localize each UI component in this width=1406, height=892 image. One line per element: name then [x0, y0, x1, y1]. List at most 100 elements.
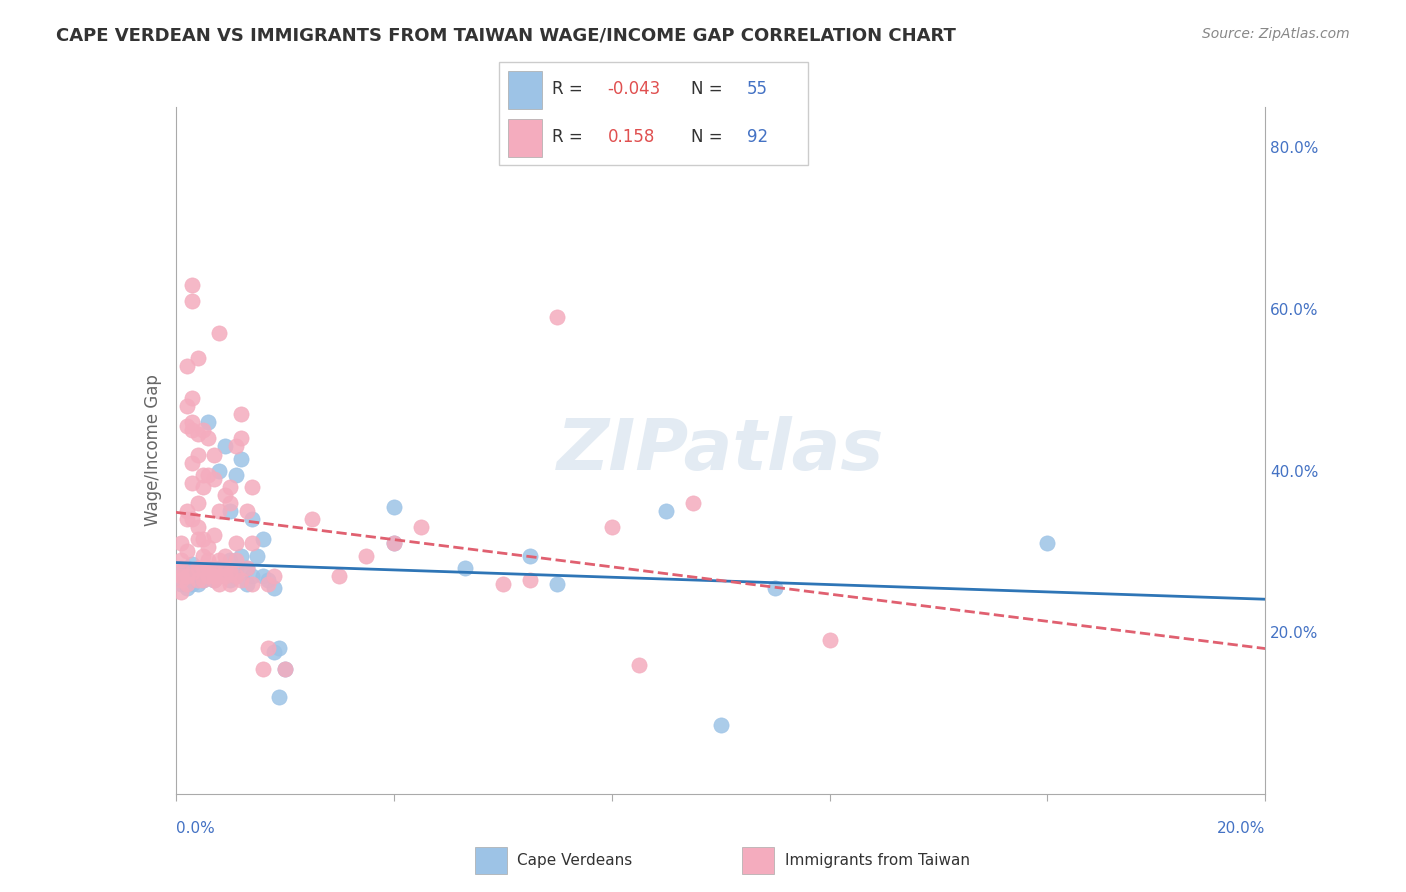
Point [176, 359, 198, 373]
Point [202, 528, 225, 542]
Point [186, 560, 209, 574]
Point [176, 419, 198, 434]
Point [176, 399, 198, 413]
Text: Cape Verdeans: Cape Verdeans [517, 854, 633, 868]
Point [186, 496, 209, 510]
Text: R =: R = [551, 128, 588, 146]
Point [225, 568, 247, 582]
Point [170, 576, 193, 591]
Point [186, 448, 209, 462]
Text: 0.158: 0.158 [607, 128, 655, 146]
Text: Immigrants from Taiwan: Immigrants from Taiwan [785, 854, 970, 868]
Point [186, 573, 209, 587]
Point [181, 565, 204, 579]
Point [546, 310, 568, 325]
Y-axis label: Wage/Income Gap: Wage/Income Gap [143, 375, 162, 526]
Point [202, 448, 225, 462]
Point [170, 565, 193, 579]
Text: 92: 92 [747, 128, 768, 146]
Point [328, 568, 350, 582]
Point [382, 500, 405, 514]
Point [235, 560, 257, 574]
Point [191, 423, 214, 437]
Point [202, 573, 225, 587]
Point [252, 533, 274, 547]
Point [263, 568, 285, 582]
Point [263, 581, 285, 595]
Point [382, 536, 405, 550]
Point [214, 568, 236, 582]
Point [197, 552, 219, 566]
Point [240, 480, 263, 494]
Point [186, 576, 209, 591]
Point [274, 662, 297, 676]
Point [191, 549, 214, 563]
Point [225, 467, 247, 482]
Text: ZIPatlas: ZIPatlas [557, 416, 884, 485]
Point [197, 560, 219, 574]
Point [170, 573, 193, 587]
Point [208, 552, 231, 566]
Point [235, 504, 257, 518]
Point [208, 464, 231, 478]
Point [519, 573, 541, 587]
Point [257, 641, 280, 656]
Point [214, 560, 236, 574]
Point [214, 568, 236, 582]
Point [191, 560, 214, 574]
Point [176, 504, 198, 518]
FancyBboxPatch shape [742, 847, 773, 874]
Point [208, 568, 231, 582]
Point [655, 504, 678, 518]
Point [219, 565, 242, 579]
Point [181, 423, 204, 437]
Point [181, 512, 204, 526]
Text: 20.0%: 20.0% [1218, 822, 1265, 837]
Text: N =: N = [690, 128, 728, 146]
Point [191, 573, 214, 587]
Point [225, 439, 247, 453]
Point [219, 576, 242, 591]
Point [269, 641, 291, 656]
FancyBboxPatch shape [509, 119, 543, 157]
Point [231, 431, 253, 445]
Point [186, 351, 209, 365]
Point [191, 568, 214, 582]
Point [202, 568, 225, 582]
Point [202, 573, 225, 587]
Point [269, 690, 291, 704]
Point [356, 549, 378, 563]
Point [186, 568, 209, 582]
Point [231, 573, 253, 587]
Point [202, 568, 225, 582]
Point [219, 504, 242, 518]
Point [191, 533, 214, 547]
Point [492, 576, 515, 591]
Point [235, 560, 257, 574]
Point [453, 560, 475, 574]
Point [208, 504, 231, 518]
Text: Source: ZipAtlas.com: Source: ZipAtlas.com [1202, 27, 1350, 41]
Point [170, 552, 193, 566]
Point [240, 576, 263, 591]
Point [519, 549, 541, 563]
Point [1036, 536, 1059, 550]
FancyBboxPatch shape [499, 62, 808, 165]
Point [202, 472, 225, 486]
Point [181, 415, 204, 429]
Point [197, 541, 219, 555]
Point [208, 576, 231, 591]
Point [176, 544, 198, 558]
Point [202, 560, 225, 574]
Point [181, 576, 204, 591]
Point [252, 662, 274, 676]
Point [176, 573, 198, 587]
Point [257, 576, 280, 591]
Point [197, 568, 219, 582]
Point [225, 560, 247, 574]
Point [197, 560, 219, 574]
Text: R =: R = [551, 80, 588, 98]
Point [710, 718, 733, 732]
Point [252, 568, 274, 582]
Point [176, 512, 198, 526]
